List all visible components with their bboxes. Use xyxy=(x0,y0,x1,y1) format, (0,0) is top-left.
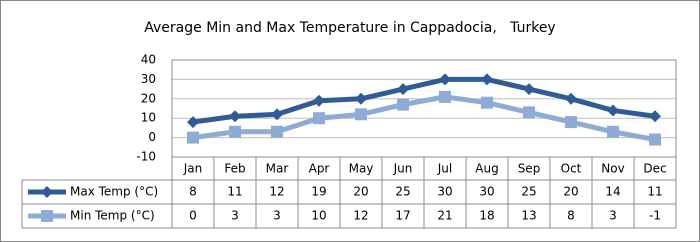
chart-title: Average Min and Max Temperature in Cappa… xyxy=(144,20,555,36)
table-value: 18 xyxy=(479,209,494,223)
table-value: -1 xyxy=(649,209,661,223)
marker xyxy=(565,116,577,129)
marker xyxy=(439,90,451,103)
marker xyxy=(355,108,367,121)
table-value: 20 xyxy=(563,185,578,199)
table-value: 30 xyxy=(437,185,452,199)
table-value: 25 xyxy=(395,185,410,199)
table-value: 3 xyxy=(231,209,239,223)
legend-label: Max Temp (°C) xyxy=(70,185,158,199)
y-tick-label: 0 xyxy=(148,130,156,144)
marker xyxy=(649,133,661,146)
y-tick-label: 40 xyxy=(141,53,156,67)
marker xyxy=(271,125,283,138)
x-tick-label: Dec xyxy=(643,162,666,176)
marker xyxy=(523,106,535,119)
table-value: 8 xyxy=(189,185,197,199)
x-tick-label: Apr xyxy=(309,162,330,176)
table-value: 3 xyxy=(609,209,617,223)
table-value: 14 xyxy=(605,185,620,199)
marker xyxy=(313,112,325,125)
x-tick-label: Aug xyxy=(475,162,498,176)
table-value: 19 xyxy=(311,185,326,199)
marker xyxy=(187,116,199,129)
marker xyxy=(439,73,451,86)
marker xyxy=(41,186,53,198)
table-value: 13 xyxy=(521,209,536,223)
y-tick-label: 30 xyxy=(141,72,156,86)
marker xyxy=(565,92,577,105)
x-tick-label: Jul xyxy=(437,162,452,176)
series-line xyxy=(192,94,656,142)
table-value: 3 xyxy=(273,209,281,223)
y-tick-label: 20 xyxy=(141,91,156,105)
x-tick-label: Feb xyxy=(224,162,245,176)
marker xyxy=(187,131,199,144)
table-value: 30 xyxy=(479,185,494,199)
y-tick-label: -10 xyxy=(136,150,156,164)
table-value: 12 xyxy=(353,209,368,223)
table-value: 8 xyxy=(567,209,575,223)
x-tick-label: Mar xyxy=(266,162,289,176)
marker xyxy=(607,104,619,117)
marker xyxy=(523,83,535,96)
marker xyxy=(271,108,283,121)
table-value: 25 xyxy=(521,185,536,199)
table-value: 11 xyxy=(227,185,242,199)
table-value: 11 xyxy=(647,185,662,199)
x-tick-label: Sep xyxy=(518,162,541,176)
x-tick-label: Jan xyxy=(183,162,203,176)
marker xyxy=(229,125,241,138)
marker xyxy=(481,73,493,86)
table-value: 10 xyxy=(311,209,326,223)
x-tick-label: May xyxy=(349,162,374,176)
marker xyxy=(229,110,241,123)
series-line xyxy=(192,76,656,125)
x-tick-label: Oct xyxy=(561,162,582,176)
y-tick-label: 10 xyxy=(141,111,156,125)
table-value: 21 xyxy=(437,209,452,223)
marker xyxy=(649,110,661,123)
table-value: 12 xyxy=(269,185,284,199)
legend-label: Min Temp (°C) xyxy=(70,209,155,223)
table-value: 20 xyxy=(353,185,368,199)
marker xyxy=(355,92,367,105)
marker xyxy=(397,83,409,96)
marker xyxy=(607,125,619,138)
table-value: 0 xyxy=(189,209,197,223)
marker xyxy=(41,210,53,222)
marker xyxy=(313,94,325,107)
x-tick-label: Jun xyxy=(393,162,413,176)
marker xyxy=(481,96,493,109)
x-tick-label: Nov xyxy=(601,162,624,176)
table-value: 17 xyxy=(395,209,410,223)
marker xyxy=(397,98,409,111)
